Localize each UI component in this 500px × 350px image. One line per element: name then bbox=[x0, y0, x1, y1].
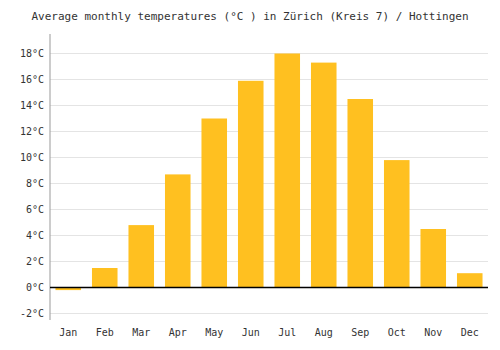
title: Average monthly temperatures (°C ) in Zü… bbox=[31, 10, 468, 23]
y-tick-label: 10°C bbox=[20, 152, 44, 163]
x-tick-label: Sep bbox=[351, 327, 369, 338]
x-tick-label: Mar bbox=[132, 327, 150, 338]
bar bbox=[165, 174, 191, 287]
y-tick-label: 6°C bbox=[26, 204, 44, 215]
x-tick-label: Jun bbox=[242, 327, 260, 338]
y-tick-label: 8°C bbox=[26, 178, 44, 189]
bar bbox=[128, 225, 154, 287]
grid-line bbox=[50, 183, 488, 184]
bar bbox=[201, 119, 227, 288]
bar bbox=[311, 63, 337, 288]
grid-line bbox=[50, 209, 488, 210]
bar bbox=[347, 99, 373, 288]
y-tick-label: 16°C bbox=[20, 74, 44, 85]
x-tick-label: Jul bbox=[278, 327, 296, 338]
grid-line bbox=[50, 157, 488, 158]
bars bbox=[55, 54, 482, 291]
bar bbox=[238, 81, 264, 288]
x-tick-label: Aug bbox=[315, 327, 333, 338]
y-tick-label: 4°C bbox=[26, 230, 44, 241]
grid-line bbox=[50, 79, 488, 80]
chart: Average monthly temperatures (°C ) in Zü… bbox=[0, 0, 500, 350]
bar bbox=[274, 54, 300, 288]
x-tick-label: Oct bbox=[388, 327, 406, 338]
grid-line bbox=[50, 105, 488, 106]
x-tick-label: Apr bbox=[169, 327, 187, 338]
x-tick-label: Jan bbox=[59, 327, 77, 338]
y-tick-label: 18°C bbox=[20, 48, 44, 59]
bar bbox=[384, 160, 410, 287]
y-tick-label: 2°C bbox=[26, 256, 44, 267]
x-tick-label: Feb bbox=[96, 327, 114, 338]
bar bbox=[92, 268, 118, 288]
grid-line bbox=[50, 53, 488, 54]
y-axis-line bbox=[50, 34, 51, 320]
zero-line bbox=[50, 287, 488, 289]
x-tick-label: May bbox=[205, 327, 223, 338]
bar bbox=[457, 273, 483, 287]
grid-line bbox=[50, 287, 488, 288]
grid bbox=[50, 54, 488, 314]
y-tick-label: 0°C bbox=[26, 282, 44, 293]
y-tick-label: 14°C bbox=[20, 100, 44, 111]
x-tick-label: Dec bbox=[461, 327, 479, 338]
grid-line bbox=[50, 131, 488, 132]
y-tick-label: -2°C bbox=[20, 308, 44, 319]
y-tick-label: 12°C bbox=[20, 126, 44, 137]
bar bbox=[420, 229, 446, 288]
grid-line bbox=[50, 313, 488, 314]
x-tick-label: Nov bbox=[424, 327, 442, 338]
